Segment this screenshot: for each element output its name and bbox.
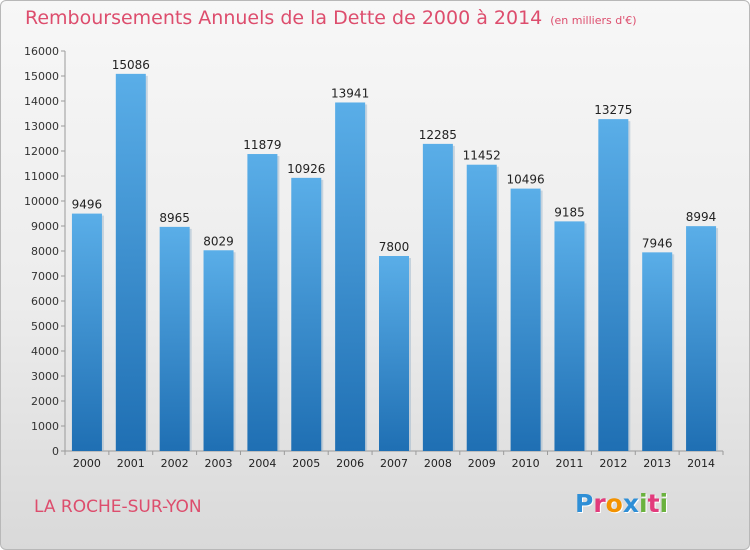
bar-value-label: 7800 <box>379 240 410 254</box>
y-tick-label: 3000 <box>31 370 59 383</box>
x-tick-label: 2007 <box>380 457 408 470</box>
x-tick-label: 2004 <box>248 457 276 470</box>
chart-title-text: Remboursements Annuels de la Dette de 20… <box>25 7 543 29</box>
bar-2002 <box>159 226 190 451</box>
x-tick-label: 2002 <box>161 457 189 470</box>
bar-2008 <box>422 143 453 451</box>
bar-2006 <box>335 102 366 451</box>
x-tick-label: 2013 <box>643 457 671 470</box>
city-name: LA ROCHE-SUR-YON <box>34 497 202 517</box>
bar-value-label: 12285 <box>419 128 457 142</box>
y-tick-label: 2000 <box>31 395 59 408</box>
y-tick-label: 11000 <box>24 170 59 183</box>
bar-value-label: 11452 <box>463 149 501 163</box>
x-tick-label: 2011 <box>555 457 583 470</box>
y-tick-label: 15000 <box>24 70 59 83</box>
logo-letter: i <box>639 489 648 518</box>
bar-value-label: 8994 <box>686 210 717 224</box>
x-tick-label: 2005 <box>292 457 320 470</box>
y-tick-label: 6000 <box>31 295 59 308</box>
y-tick-label: 8000 <box>31 245 59 258</box>
x-tick-label: 2012 <box>599 457 627 470</box>
bar-value-label: 15086 <box>112 58 150 72</box>
logo-letter: P <box>575 489 594 518</box>
logo-letter: x <box>622 489 639 518</box>
bar-value-label: 8965 <box>159 211 190 225</box>
chart-units: (en milliers d'€) <box>550 14 637 27</box>
proxiti-logo: Proxiti <box>575 489 668 518</box>
bar-2012 <box>598 119 629 451</box>
y-tick-label: 12000 <box>24 145 59 158</box>
y-tick-label: 16000 <box>24 45 59 58</box>
y-tick-label: 10000 <box>24 195 59 208</box>
bar-2009 <box>466 164 497 451</box>
bar-value-label: 13275 <box>594 103 632 117</box>
bar-value-label: 9496 <box>72 198 103 212</box>
bar-2013 <box>642 252 673 451</box>
logo-letter: i <box>659 489 669 518</box>
y-tick-label: 13000 <box>24 120 59 133</box>
chart-bars <box>71 73 719 451</box>
chart-labels: 9496 2000 15086 2001 8965 2002 8029 2003 11879 20… <box>72 58 717 470</box>
bar-value-label: 9185 <box>554 205 585 219</box>
y-tick-label: 4000 <box>31 345 59 358</box>
chart-title: Remboursements Annuels de la Dette de 20… <box>25 7 637 29</box>
bar-value-label: 11879 <box>243 138 281 152</box>
bar-2014 <box>686 226 717 451</box>
y-tick-label: 9000 <box>31 220 59 233</box>
x-tick-label: 2008 <box>424 457 452 470</box>
logo-letter: t <box>647 489 660 518</box>
bar-value-label: 8029 <box>203 234 234 248</box>
bar-2011 <box>554 221 585 451</box>
bar-2004 <box>247 154 278 451</box>
x-tick-label: 2009 <box>468 457 496 470</box>
x-tick-label: 2000 <box>73 457 101 470</box>
y-tick-label: 1000 <box>31 420 59 433</box>
x-tick-label: 2014 <box>687 457 715 470</box>
y-tick-label: 5000 <box>31 320 59 333</box>
y-tick-label: 7000 <box>31 270 59 283</box>
bar-2001 <box>115 73 146 451</box>
bar-value-label: 7946 <box>642 236 673 250</box>
bar-2010 <box>510 188 541 451</box>
bar-2000 <box>71 213 102 451</box>
bar-value-label: 10496 <box>507 173 545 187</box>
bar-2003 <box>203 250 234 451</box>
x-tick-label: 2006 <box>336 457 364 470</box>
x-tick-label: 2003 <box>205 457 233 470</box>
x-tick-label: 2010 <box>512 457 540 470</box>
bar-value-label: 13941 <box>331 86 369 100</box>
bar-2007 <box>379 256 409 451</box>
logo-letter: r <box>593 489 606 518</box>
y-tick-label: 14000 <box>24 95 59 108</box>
bar-value-label: 10926 <box>287 162 325 176</box>
bar-2005 <box>291 177 322 451</box>
y-tick-label: 0 <box>52 445 59 458</box>
x-tick-label: 2001 <box>117 457 145 470</box>
logo-letter: o <box>605 489 623 518</box>
